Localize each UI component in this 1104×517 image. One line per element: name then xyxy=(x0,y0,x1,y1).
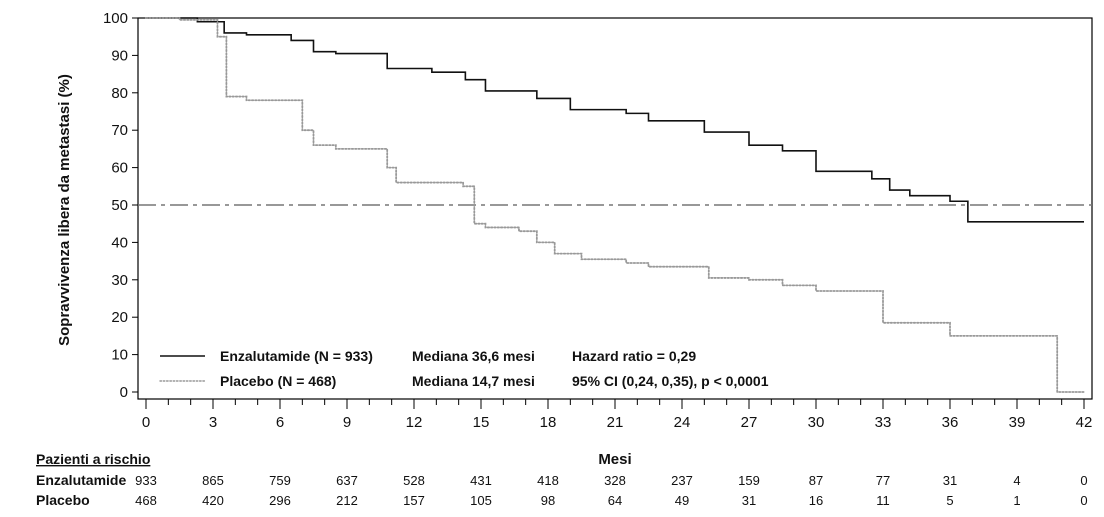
y-tick-label: 80 xyxy=(111,85,128,102)
risk-value: 468 xyxy=(135,493,157,508)
y-tick-label: 0 xyxy=(120,384,128,401)
risk-value: 431 xyxy=(470,473,492,488)
risk-value: 98 xyxy=(541,493,555,508)
risk-value: 31 xyxy=(742,493,756,508)
risk-value: 16 xyxy=(809,493,823,508)
legend-layer: Enzalutamide (N = 933) Mediana 36,6 mesi H… xyxy=(159,348,769,389)
legend-enzalutamide-label: Enzalutamide (N = 933) xyxy=(220,348,373,364)
risk-value: 328 xyxy=(604,473,626,488)
legend-placebo-label: Placebo (N = 468) xyxy=(220,373,336,389)
risk-value: 637 xyxy=(336,473,358,488)
risk-value: 528 xyxy=(403,473,425,488)
x-tick-label: 18 xyxy=(540,414,557,431)
risk-value: 933 xyxy=(135,473,157,488)
series-layer xyxy=(145,17,1085,393)
risk-value: 64 xyxy=(608,493,622,508)
x-tick-label: 0 xyxy=(142,414,150,431)
legend-enzalutamide-stat: Hazard ratio = 0,29 xyxy=(572,348,696,364)
y-tick-label: 20 xyxy=(111,309,128,326)
x-tick-label: 15 xyxy=(473,414,490,431)
x-tick-label: 6 xyxy=(276,414,284,431)
x-tick-label: 21 xyxy=(607,414,624,431)
risk-value: 759 xyxy=(269,473,291,488)
x-tick-label: 42 xyxy=(1076,414,1093,431)
risk-value: 4 xyxy=(1013,473,1020,488)
series-enzalutamide-line xyxy=(146,17,1084,223)
risk-value: 1 xyxy=(1013,493,1020,508)
y-tick-label: 10 xyxy=(111,347,128,364)
risk-value: 11 xyxy=(876,493,890,508)
y-tick-label: 50 xyxy=(111,197,128,214)
risk-value: 77 xyxy=(876,473,890,488)
risk-value: 87 xyxy=(809,473,823,488)
x-tick-label: 33 xyxy=(875,414,892,431)
y-tick-label: 60 xyxy=(111,160,128,177)
risk-value: 212 xyxy=(336,493,358,508)
x-tick-label: 3 xyxy=(209,414,217,431)
x-tick-label: 27 xyxy=(741,414,758,431)
x-axis-title: Mesi xyxy=(598,451,631,468)
y-tick-label: 40 xyxy=(111,234,128,251)
risk-value: 5 xyxy=(946,493,953,508)
risk-value: 418 xyxy=(537,473,559,488)
risk-value: 159 xyxy=(738,473,760,488)
risk-value: 0 xyxy=(1080,473,1087,488)
risk-value: 865 xyxy=(202,473,224,488)
legend-enzalutamide-median: Mediana 36,6 mesi xyxy=(412,348,535,364)
risk-value: 49 xyxy=(675,493,689,508)
y-tick-label: 100 xyxy=(103,10,128,27)
risk-value: 31 xyxy=(943,473,957,488)
x-tick-label: 9 xyxy=(343,414,351,431)
x-tick-label: 24 xyxy=(674,414,691,431)
risk-value: 157 xyxy=(403,493,425,508)
risk-table: Enzalutamide 933 865 759 637 528 431 418 328 237 1… xyxy=(36,472,1088,508)
risk-row-label-enzalutamide: Enzalutamide xyxy=(36,472,126,488)
y-tick-label: 70 xyxy=(111,122,128,139)
x-tick-label: 36 xyxy=(942,414,959,431)
y-tick-label: 30 xyxy=(111,272,128,289)
x-tick-label: 30 xyxy=(808,414,825,431)
risk-value: 0 xyxy=(1080,493,1087,508)
legend-placebo-median: Mediana 14,7 mesi xyxy=(412,373,535,389)
risk-value: 237 xyxy=(671,473,693,488)
risk-row-label-placebo: Placebo xyxy=(36,492,90,508)
risk-value: 420 xyxy=(202,493,224,508)
legend-placebo-stat: 95% CI (0,24, 0,35), p < 0,0001 xyxy=(572,373,769,389)
plot-area xyxy=(137,17,1093,400)
risk-value: 105 xyxy=(470,493,492,508)
risk-value: 296 xyxy=(269,493,291,508)
y-axis-title: Sopravvivenza libera da metastasi (%) xyxy=(56,74,73,346)
risk-table-title: Pazienti a rischio xyxy=(36,451,150,467)
x-tick-label: 39 xyxy=(1009,414,1026,431)
x-tick-label: 12 xyxy=(406,414,423,431)
series-placebo-line xyxy=(145,17,1085,393)
y-tick-label: 90 xyxy=(111,47,128,64)
